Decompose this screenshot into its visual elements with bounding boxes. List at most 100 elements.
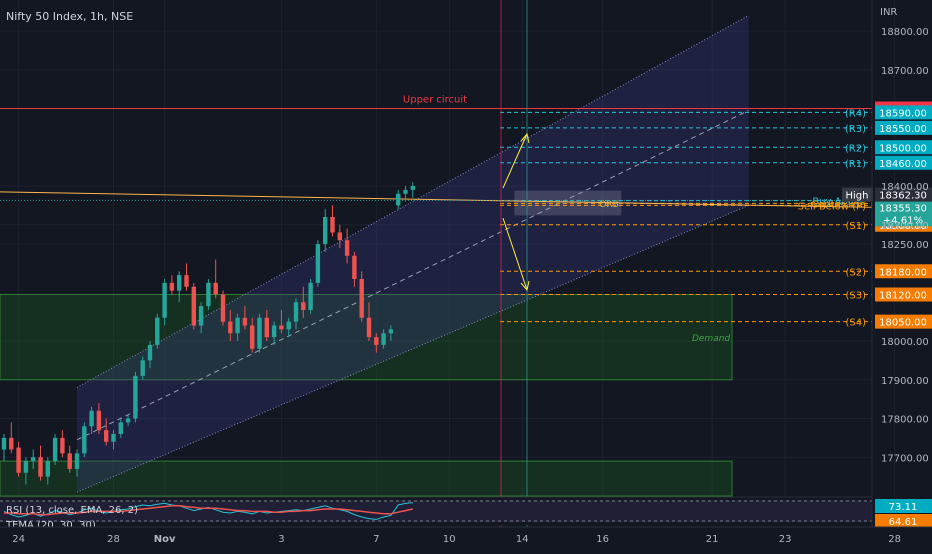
level-label: (S2) [845, 267, 866, 278]
candle-body [52, 437, 58, 462]
candle-body [125, 418, 131, 423]
candle-body [250, 325, 255, 349]
candle-body [330, 217, 335, 233]
candle-body [118, 422, 123, 434]
candle-body [82, 426, 87, 454]
breakdown-arrow-down [502, 217, 528, 291]
candle-body [337, 232, 342, 241]
symbol-title: Nifty 50 Index, 1h, NSE [6, 10, 133, 23]
last-price-text: 18355.30 [879, 203, 927, 214]
regression-channel [76, 15, 749, 493]
level-label: (S3) [845, 291, 866, 302]
candle-body [381, 333, 386, 345]
time-tick: 3 [278, 534, 284, 545]
high-badge-text: 18362.30 [879, 191, 927, 202]
candle-body [359, 279, 364, 318]
candle-body [228, 321, 233, 334]
candle-body [9, 437, 14, 450]
breakout-arrow-up [502, 133, 528, 189]
lower-zone [0, 460, 733, 497]
rsi-background [0, 497, 872, 525]
upper-circuit-label: Upper circuit [403, 95, 467, 106]
high-badge [875, 187, 932, 202]
candle-body [16, 447, 21, 473]
rsi-value-badge [875, 499, 932, 513]
candle-body [191, 286, 196, 326]
time-tick: 10 [443, 534, 456, 545]
candle-body [352, 255, 357, 279]
price-badge [875, 264, 932, 279]
time-tick: 21 [706, 534, 719, 545]
price-tick: 18700.00 [881, 66, 929, 77]
price-badge-text: 18500.00 [879, 143, 927, 154]
time-tick: 14 [516, 534, 529, 545]
grid [0, 0, 896, 496]
candle-body [396, 193, 401, 206]
candle-body [242, 317, 248, 326]
time-axis-background [0, 527, 932, 550]
candle-body [38, 457, 43, 477]
price-badge [875, 120, 932, 135]
candle-body [388, 329, 394, 334]
price-axis[interactable]: 18600.0018590.0018550.0018500.0018460.00… [842, 0, 932, 527]
candle-body [257, 317, 262, 349]
tema-title: TEMA (20, 30, 30) [5, 520, 96, 531]
candle-body [206, 282, 211, 307]
time-tick: 7 [373, 534, 379, 545]
trend-line [0, 191, 873, 208]
level-label: (R3) [845, 124, 866, 135]
rsi-value-text: 64.61 [889, 517, 918, 528]
candle-body [177, 275, 182, 291]
candle-body [147, 344, 153, 361]
level-label: Buy Above [812, 197, 866, 208]
rsi-band [0, 500, 872, 522]
rsi-value-badge [875, 514, 932, 528]
candle-body [104, 430, 109, 442]
level-label: (S1) [845, 221, 866, 232]
level-label: (S4) [845, 318, 866, 329]
price-tick: 18000.00 [881, 337, 929, 348]
price-badge [875, 314, 932, 329]
time-axis[interactable]: 24 28 Nov 3 7 10 14 16 21 23 28 [0, 526, 932, 550]
candle-body [301, 302, 306, 310]
channel-center-line [76, 109, 749, 441]
candle-body [279, 325, 284, 330]
price-tick: 17900.00 [881, 376, 929, 387]
last-price-badge [875, 200, 932, 227]
price-badge [875, 287, 932, 302]
price-tick: 18800.00 [881, 27, 929, 38]
time-tick: Nov [154, 534, 176, 545]
candle-body [155, 317, 160, 345]
candle-body [140, 360, 145, 376]
candlesticks [1, 182, 415, 485]
candle-body [60, 437, 65, 454]
tema-line [4, 505, 413, 516]
candle-body [220, 294, 226, 322]
demand-label: Demand [692, 334, 730, 344]
arrow-up-head [520, 132, 530, 144]
candle-body [344, 240, 350, 256]
candle-body [89, 410, 94, 427]
time-tick: 16 [596, 534, 609, 545]
last-price-change: +4.61% [883, 215, 923, 226]
price-badge [875, 140, 932, 155]
price-tick: 18250.00 [881, 240, 929, 251]
candle-body [315, 244, 321, 283]
rsi-line [3, 502, 413, 520]
candle-body [23, 461, 29, 473]
price-badge-text: 18180.00 [879, 267, 927, 278]
candle-body [271, 325, 277, 338]
candle-body [286, 321, 291, 330]
candle-body [184, 275, 189, 287]
candle-body [162, 282, 167, 318]
price-tick: 18400.00 [881, 182, 929, 193]
zones: ORB Demand [0, 190, 733, 497]
candle-body [323, 217, 328, 245]
pivot-levels: Upper circuit (R4) (R3) (R2) (R1) Buy AboveCe… [0, 95, 873, 329]
high-tag-text: High [846, 191, 869, 202]
time-tick: 24 [12, 534, 25, 545]
arrow-down-head [520, 280, 530, 292]
level-label: Center line [811, 199, 866, 210]
